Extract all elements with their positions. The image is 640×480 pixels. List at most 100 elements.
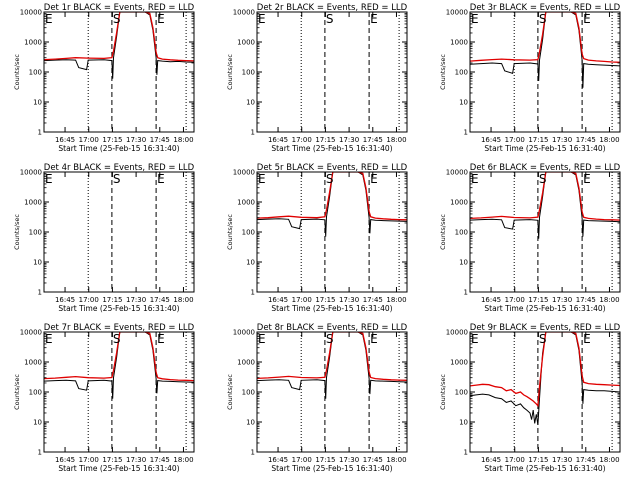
- series-line-lld: [44, 12, 194, 62]
- y-tick-label: 100: [29, 389, 42, 397]
- y-axis-label: Counts/sec: [439, 374, 447, 410]
- plot-frame: [469, 171, 621, 293]
- series-line-events: [470, 12, 620, 88]
- x-tick-label: 17:45: [150, 296, 170, 304]
- y-axis-label: Counts/sec: [439, 54, 447, 90]
- marker-label: E: [258, 12, 266, 26]
- x-tick-label: 17:15: [528, 296, 548, 304]
- marker-label: S: [113, 12, 121, 26]
- y-tick-label: 100: [455, 69, 468, 77]
- y-tick-label: 10: [459, 259, 468, 267]
- x-tick-label: 18:00: [173, 136, 193, 144]
- plot-frame: [43, 11, 195, 133]
- x-axis-label: Start Time (25-Feb-15 16:31:40): [58, 464, 179, 473]
- plot-frame: [469, 11, 621, 133]
- x-tick-label: 17:00: [79, 456, 99, 464]
- y-tick-label: 100: [29, 69, 42, 77]
- marker-label: E: [471, 12, 479, 26]
- x-tick-label: 17:00: [292, 136, 312, 144]
- y-tick-label: 1: [38, 289, 42, 297]
- marker-label: E: [157, 172, 165, 186]
- y-tick-label: 100: [242, 229, 255, 237]
- x-tick-label: 17:15: [528, 136, 548, 144]
- chart-title: Det 2r BLACK = Events, RED = LLD: [257, 3, 408, 13]
- x-tick-label: 18:00: [386, 136, 406, 144]
- marker-label: E: [471, 332, 479, 346]
- x-tick-label: 17:00: [79, 136, 99, 144]
- x-axis-label: Start Time (25-Feb-15 16:31:40): [58, 144, 179, 153]
- series-line-events: [470, 172, 620, 239]
- x-tick-label: 17:15: [102, 456, 122, 464]
- y-tick-label: 1000: [237, 39, 255, 47]
- x-tick-label: 17:45: [576, 456, 596, 464]
- panel: 1 10 100 1000 10000 16:45 17:00 17:15 17:30 17:45…: [226, 3, 408, 153]
- x-tick-label: 18:00: [173, 296, 193, 304]
- y-axis-label: Counts/sec: [439, 214, 447, 250]
- y-axis-label: Counts/sec: [13, 214, 21, 250]
- x-tick-label: 16:45: [55, 296, 75, 304]
- x-tick-label: 17:30: [339, 456, 359, 464]
- x-axis-label: Start Time (25-Feb-15 16:31:40): [271, 144, 392, 153]
- x-tick-label: 17:15: [528, 456, 548, 464]
- x-tick-label: 17:00: [505, 456, 525, 464]
- x-tick-label: 16:45: [55, 456, 75, 464]
- y-tick-label: 1: [251, 449, 255, 457]
- series-line-lld: [257, 332, 407, 381]
- plot-frame: [256, 331, 408, 453]
- x-tick-label: 17:45: [150, 136, 170, 144]
- y-tick-label: 1: [464, 449, 468, 457]
- y-tick-label: 1: [251, 289, 255, 297]
- series-line-lld: [257, 172, 407, 221]
- y-tick-label: 1000: [450, 359, 468, 367]
- y-tick-label: 1: [251, 129, 255, 137]
- marker-label: E: [370, 172, 378, 186]
- panel: 1 10 100 1000 10000 16:45 17:00 17:15 17:30 17:45…: [226, 163, 408, 313]
- series-line-lld: [470, 12, 620, 63]
- y-tick-label: 1000: [450, 39, 468, 47]
- x-tick-label: 17:30: [552, 136, 572, 144]
- x-tick-label: 17:30: [552, 456, 572, 464]
- y-tick-label: 100: [242, 389, 255, 397]
- x-tick-label: 17:00: [79, 296, 99, 304]
- y-axis-label: Counts/sec: [13, 54, 21, 90]
- y-tick-label: 1000: [237, 359, 255, 367]
- x-tick-label: 17:15: [102, 136, 122, 144]
- y-tick-label: 100: [455, 389, 468, 397]
- marker-label: S: [113, 332, 121, 346]
- plot-frame: [43, 331, 195, 453]
- marker-label: E: [45, 172, 53, 186]
- y-tick-label: 10: [33, 259, 42, 267]
- chart-title: Det 3r BLACK = Events, RED = LLD: [470, 3, 621, 13]
- x-tick-label: 16:45: [481, 296, 501, 304]
- y-tick-label: 10: [33, 419, 42, 427]
- marker-label: E: [583, 332, 591, 346]
- y-tick-label: 10000: [233, 9, 255, 17]
- y-tick-label: 1000: [237, 199, 255, 207]
- y-tick-label: 10000: [446, 169, 468, 177]
- x-tick-label: 17:00: [292, 456, 312, 464]
- marker-label: E: [583, 12, 591, 26]
- series-line-lld: [44, 332, 194, 382]
- y-tick-label: 10000: [20, 169, 42, 177]
- y-tick-label: 10000: [20, 329, 42, 337]
- plot-frame: [256, 171, 408, 293]
- y-tick-label: 1000: [24, 359, 42, 367]
- y-axis-label: Counts/sec: [226, 54, 234, 90]
- series-line-events: [470, 332, 620, 425]
- panel: 1 10 100 1000 10000 16:45 17:00 17:15 17:30 17:45…: [439, 163, 621, 313]
- marker-label: E: [583, 172, 591, 186]
- chart-title: Det 8r BLACK = Events, RED = LLD: [257, 323, 408, 333]
- marker-label: E: [471, 172, 479, 186]
- marker-label: S: [326, 332, 334, 346]
- marker-label: S: [539, 332, 547, 346]
- x-tick-label: 17:15: [315, 296, 335, 304]
- y-tick-label: 10000: [233, 169, 255, 177]
- x-tick-label: 18:00: [173, 456, 193, 464]
- x-tick-label: 17:15: [102, 296, 122, 304]
- y-tick-label: 10000: [446, 9, 468, 17]
- y-tick-label: 10: [459, 419, 468, 427]
- marker-label: E: [258, 172, 266, 186]
- y-axis-label: Counts/sec: [226, 214, 234, 250]
- y-tick-label: 10000: [233, 329, 255, 337]
- marker-label: S: [539, 12, 547, 26]
